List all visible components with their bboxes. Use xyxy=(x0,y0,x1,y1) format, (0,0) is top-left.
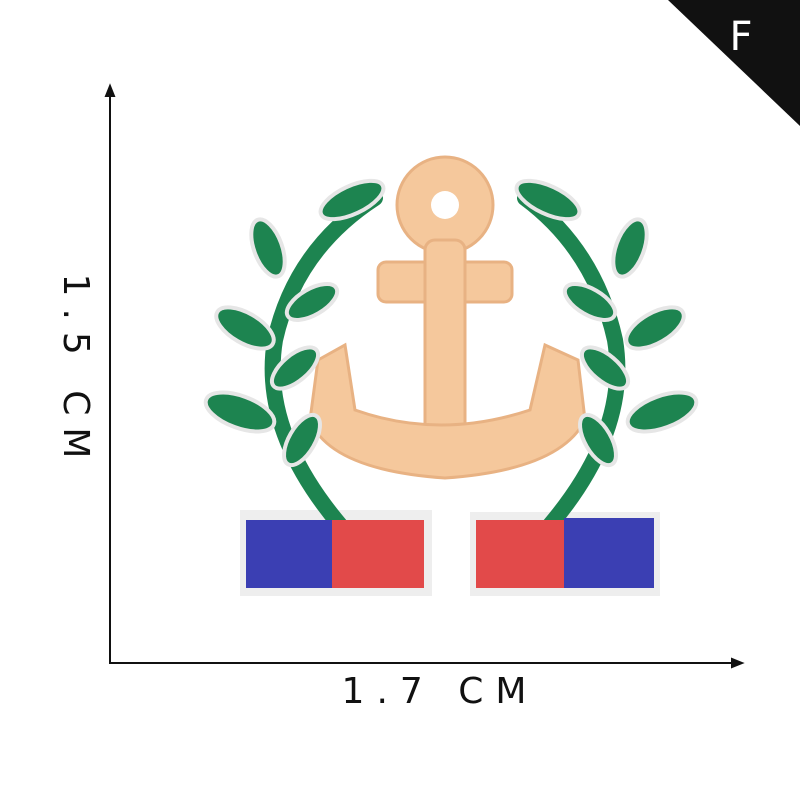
wreath-leaves xyxy=(203,178,699,468)
right-blue-bar xyxy=(564,518,654,588)
anchor xyxy=(308,155,587,480)
height-arrow xyxy=(104,83,116,97)
dimension-axes xyxy=(104,83,745,669)
left-blue-bar xyxy=(246,520,334,588)
left-red-bar xyxy=(332,520,424,588)
right-red-bar xyxy=(476,520,566,588)
anchor-ring-hole xyxy=(431,191,459,219)
width-label: 1.7 CM xyxy=(342,671,539,712)
corner-label: F xyxy=(729,14,752,60)
width-arrow xyxy=(731,657,745,669)
corner-badge xyxy=(668,0,800,126)
height-label: 1.5 CM xyxy=(55,274,96,471)
patch xyxy=(203,155,699,596)
